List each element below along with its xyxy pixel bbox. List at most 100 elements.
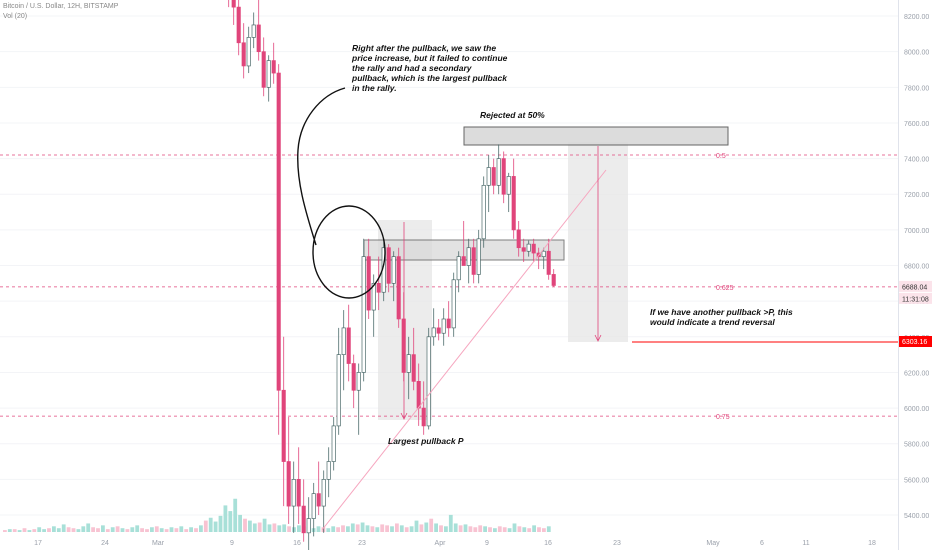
candle-body [346, 327, 351, 364]
volume-bar [262, 518, 267, 532]
x-tick-label: 17 [34, 540, 42, 547]
symbol-legend: Bitcoin / U.S. Dollar, 12H, BITSTAMP [3, 3, 119, 10]
x-tick-label: Mar [152, 540, 165, 547]
x-tick-label: 9 [485, 540, 489, 547]
y-tick-label: 6000.00 [904, 406, 929, 413]
volume-bar [390, 526, 394, 532]
volume-bar [473, 527, 478, 532]
volume-bar [76, 529, 81, 532]
y-tick-label: 7600.00 [904, 121, 929, 128]
volume-bar [341, 525, 345, 532]
candle-body [366, 256, 371, 311]
y-tick-label: 5400.00 [904, 513, 929, 520]
countdown-tag-bg [899, 292, 932, 304]
candle-body [351, 363, 356, 391]
volume-bar [164, 529, 169, 532]
volume-bar [252, 523, 257, 532]
volume-bar [429, 518, 434, 532]
volume-bar [37, 527, 42, 532]
projection-arrow-head [594, 334, 602, 342]
candle-body [376, 282, 381, 293]
volume-bar [316, 526, 321, 532]
y-tick-label: 8200.00 [904, 14, 929, 21]
volume-bar [96, 528, 100, 532]
candle-body [431, 327, 436, 338]
price-axis-border [898, 0, 899, 550]
volume-bar [27, 530, 32, 532]
x-tick-label: 18 [868, 540, 876, 547]
volume-bar [439, 525, 443, 532]
volume-bar [380, 524, 385, 532]
volume-bar [150, 527, 154, 532]
volume-bar [81, 526, 86, 532]
hand-drawn-curve [297, 87, 346, 246]
x-tick-label: 24 [101, 540, 109, 547]
candle-body [356, 372, 361, 391]
x-tick-label: May [706, 540, 720, 547]
chart-legend: Bitcoin / U.S. Dollar, 12H, BITSTAMP Vol… [3, 2, 118, 22]
y-tick-label: 7000.00 [904, 228, 929, 235]
volume-bar [189, 527, 193, 532]
candle-body [466, 247, 471, 266]
y-tick-label: 5800.00 [904, 442, 929, 449]
volume-bar [47, 528, 51, 532]
countdown-tag: 11:31:08 [902, 296, 929, 303]
volume-bar [355, 524, 360, 532]
fib-level-label: 0.5 [716, 153, 726, 160]
candle-body [486, 167, 491, 186]
candle-body [406, 354, 411, 373]
volume-bar [399, 525, 404, 532]
volume-bar [527, 528, 532, 532]
volume-bar [228, 511, 233, 532]
volume-bar [478, 525, 483, 532]
volume-bar [395, 523, 399, 532]
volume-bar [12, 529, 17, 532]
y-tick-label: 5600.00 [904, 477, 929, 484]
x-tick-label: 16 [293, 540, 301, 547]
trend-line [321, 169, 607, 531]
candle-body [426, 336, 431, 427]
volume-bar [434, 523, 438, 532]
candle-body [266, 60, 271, 88]
volume-bar [238, 514, 242, 532]
volume-bar [101, 525, 105, 532]
candle-body [396, 256, 401, 320]
candle-body [306, 518, 311, 534]
volume-bar [272, 523, 277, 532]
highlight-circle [312, 205, 386, 299]
volume-bar [130, 527, 135, 532]
candle-body [531, 243, 536, 254]
candle-body [296, 479, 301, 507]
candle-body [496, 158, 501, 186]
volume-bar [135, 525, 140, 532]
x-tick-label: 6 [760, 540, 764, 547]
volume-bar [257, 522, 262, 532]
volume-bar [169, 527, 174, 532]
volume-bar [375, 527, 380, 532]
volume-bar [453, 523, 458, 532]
x-tick-label: 11 [802, 540, 809, 547]
candle-body [231, 0, 236, 8]
volume-bar [444, 526, 448, 532]
volume-bar [277, 525, 282, 532]
volume-bar [71, 528, 76, 532]
candle-body [446, 318, 451, 329]
volume-bar [468, 526, 473, 532]
fib-level-label: 0.625 [716, 285, 734, 292]
volume-bar [365, 525, 370, 532]
volume-bar [512, 523, 517, 532]
candle-body [476, 238, 481, 275]
volume-bar [179, 526, 184, 532]
volume-bar [483, 526, 487, 532]
candle-body [261, 51, 266, 88]
volume-bar [502, 527, 507, 532]
candle-body [481, 184, 486, 240]
candle-body [246, 37, 251, 67]
volume-bar [61, 524, 66, 532]
volume-bar [199, 525, 203, 532]
candle-body [271, 60, 276, 74]
volume-bar [546, 526, 551, 532]
volume-bar [56, 528, 61, 532]
volume-bar [203, 520, 208, 532]
